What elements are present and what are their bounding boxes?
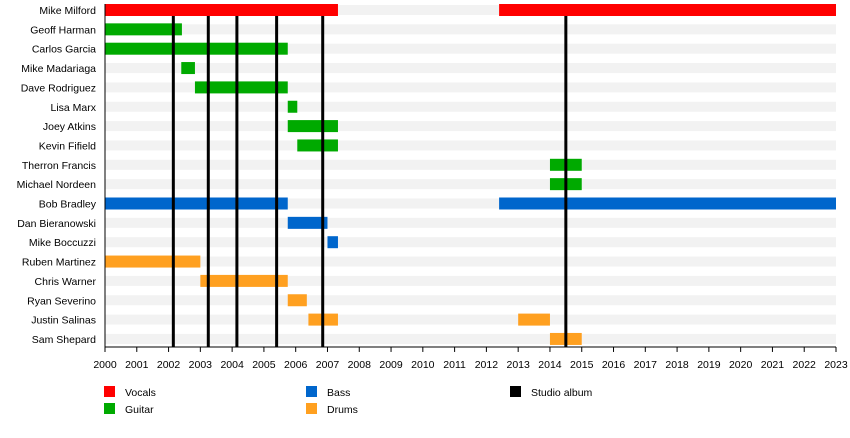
- member-label: Kevin Fifield: [39, 140, 96, 152]
- row-stripe: [105, 43, 836, 54]
- member-bar-bass: [105, 197, 288, 210]
- row-stripe: [105, 140, 836, 151]
- row-stripe: [105, 121, 836, 132]
- x-tick-label: 2019: [697, 359, 721, 371]
- row-stripe: [105, 314, 836, 325]
- legend-label-vocals: Vocals: [125, 387, 156, 399]
- member-bar-drums: [105, 255, 201, 268]
- x-tick-label: 2011: [443, 359, 466, 371]
- x-tick-label: 2014: [538, 359, 562, 371]
- x-tick-label: 2005: [252, 359, 276, 371]
- row-stripe: [105, 63, 836, 74]
- legend-swatch-album: [510, 386, 521, 397]
- legend-label-drums: Drums: [327, 404, 358, 416]
- member-bar-guitar: [181, 62, 195, 75]
- x-tick-label: 2007: [316, 359, 340, 371]
- x-tick-label: 2001: [125, 359, 149, 371]
- x-tick-label: 2022: [793, 359, 817, 371]
- x-tick-label: 2009: [379, 359, 403, 371]
- member-label: Dave Rodriguez: [21, 82, 96, 94]
- member-label: Mike Boccuzzi: [29, 237, 96, 249]
- member-bar-vocals: [105, 4, 338, 16]
- row-stripe: [105, 198, 836, 209]
- legend-swatch-bass: [306, 386, 317, 397]
- row-stripe: [105, 237, 836, 248]
- member-bar-guitar: [105, 42, 288, 55]
- legend-label-guitar: Guitar: [125, 404, 154, 416]
- member-label: Carlos Garcia: [32, 44, 96, 56]
- member-bar-bass: [327, 236, 338, 249]
- row-stripe: [105, 159, 836, 170]
- legend-label-bass: Bass: [327, 387, 350, 399]
- member-bar-guitar: [194, 81, 288, 94]
- legend-swatch-vocals: [104, 386, 115, 397]
- member-label: Bob Bradley: [39, 199, 97, 211]
- row-stripe: [105, 275, 836, 286]
- member-bar-guitar: [297, 139, 338, 152]
- row-stripe: [105, 217, 836, 228]
- row-stripe: [105, 101, 836, 112]
- member-bar-guitar: [105, 23, 182, 36]
- member-bar-bass: [499, 197, 836, 210]
- member-label: Therron Francis: [22, 160, 96, 172]
- member-label: Joey Atkins: [43, 121, 96, 133]
- member-label: Ryan Severino: [27, 295, 96, 307]
- legend-label-album: Studio album: [531, 387, 593, 399]
- x-tick-label: 2015: [570, 359, 594, 371]
- x-tick-label: 2006: [284, 359, 308, 371]
- x-tick-label: 2004: [220, 359, 244, 371]
- member-label: Lisa Marx: [50, 102, 96, 114]
- row-stripe: [105, 179, 836, 190]
- member-label: Chris Warner: [35, 276, 97, 288]
- x-tick-label: 2000: [93, 359, 117, 371]
- row-stripe: [105, 5, 836, 15]
- x-tick-label: 2012: [475, 359, 499, 371]
- x-tick-label: 2016: [602, 359, 626, 371]
- x-tick-label: 2017: [634, 359, 658, 371]
- member-bar-drums: [200, 274, 288, 287]
- member-bar-guitar: [287, 120, 338, 133]
- member-label: Michael Nordeen: [17, 179, 97, 191]
- member-label: Geoff Harman: [30, 24, 96, 36]
- row-stripe: [105, 295, 836, 306]
- x-tick-label: 2020: [729, 359, 753, 371]
- member-bar-bass: [287, 216, 328, 229]
- row-stripe: [105, 256, 836, 267]
- x-tick-label: 2010: [411, 359, 435, 371]
- x-tick-label: 2021: [761, 359, 785, 371]
- legend-swatch-guitar: [104, 403, 115, 414]
- member-bar-vocals: [499, 4, 836, 16]
- member-label: Justin Salinas: [31, 315, 96, 327]
- x-tick-label: 2018: [665, 359, 689, 371]
- member-bar-drums: [518, 313, 550, 326]
- row-stripe: [105, 333, 836, 344]
- x-tick-label: 2013: [506, 359, 530, 371]
- row-stripe: [105, 82, 836, 93]
- member-bar-drums: [287, 294, 307, 307]
- x-tick-label: 2002: [157, 359, 181, 371]
- x-tick-label: 2008: [348, 359, 372, 371]
- member-bar-guitar: [287, 100, 298, 113]
- row-stripe: [105, 24, 836, 35]
- legend-swatch-drums: [306, 403, 317, 414]
- x-tick-label: 2023: [824, 359, 848, 371]
- member-label: Mike Milford: [39, 5, 96, 17]
- member-label: Ruben Martinez: [22, 257, 96, 269]
- member-label: Dan Bieranowski: [17, 218, 96, 230]
- member-label: Sam Shepard: [32, 334, 96, 346]
- member-label: Mike Madariaga: [21, 63, 96, 75]
- x-tick-label: 2003: [189, 359, 213, 371]
